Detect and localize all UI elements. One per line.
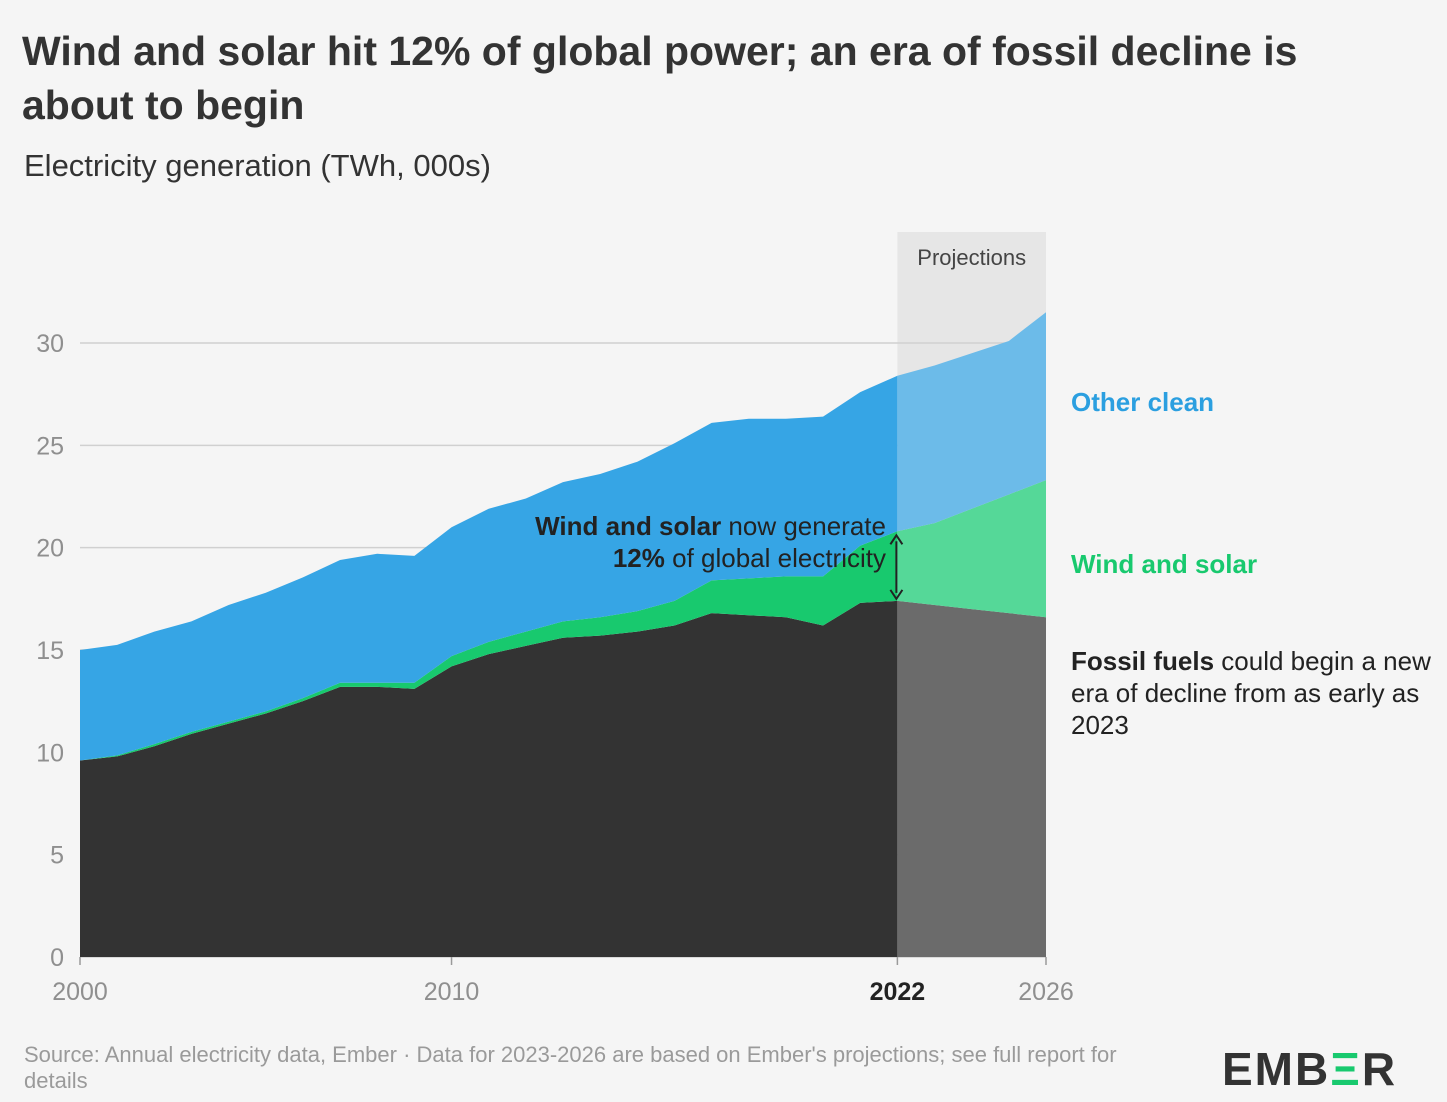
annotation-arrow-head-bottom — [889, 589, 904, 601]
annotation-text-2: of global electricity — [664, 543, 886, 573]
x-tick-label: 2000 — [52, 978, 108, 1006]
x-tick-label: 2010 — [424, 978, 480, 1006]
area-fossil-fuels-projection — [897, 600, 1046, 957]
annotation-text-1: now generate — [721, 511, 886, 541]
area-wind-solar-projection — [897, 480, 1046, 618]
label-fossil-fuels: Fossil fuels could begin a new era of de… — [1071, 645, 1431, 741]
label-fossil-rest: could begin a new era of decline from as… — [1071, 646, 1431, 740]
wind-solar-annotation: Wind and solar now generate 12% of globa… — [470, 510, 886, 574]
area-wind-solar — [80, 531, 898, 761]
y-tick-label: 20 — [36, 535, 64, 563]
label-other-clean: Other clean — [1071, 387, 1215, 417]
annotation-bold-2: 12% — [612, 543, 665, 573]
source-note: Source: Annual electricity data, Ember ·… — [24, 1042, 1117, 1093]
projection-label: Projections — [917, 245, 1026, 270]
label-wind-solar: Wind and solar — [1071, 549, 1258, 579]
y-tick-label: 0 — [50, 944, 64, 972]
area-fossil-fuels — [80, 600, 898, 957]
y-tick-label: 25 — [36, 432, 64, 460]
x-tick-label: 2026 — [1018, 978, 1074, 1006]
x-tick-label: 2022 — [870, 978, 926, 1006]
chart-subtitle: Electricity generation (TWh, 000s) — [24, 148, 491, 183]
area-other-clean-projection — [897, 312, 1046, 532]
annotation-bold-1: Wind and solar — [535, 511, 722, 541]
y-tick-label: 5 — [50, 842, 64, 870]
y-tick-label: 30 — [36, 330, 64, 358]
ember-logo: EMBΞR — [1222, 1043, 1398, 1095]
label-fossil-bold: Fossil fuels — [1071, 646, 1215, 676]
area-other-clean — [80, 375, 898, 761]
chart-title: Wind and solar hit 12% of global power; … — [22, 28, 1298, 128]
y-tick-label: 10 — [36, 739, 64, 767]
annotation-arrow-head-top — [889, 533, 904, 545]
y-tick-label: 15 — [36, 637, 64, 665]
